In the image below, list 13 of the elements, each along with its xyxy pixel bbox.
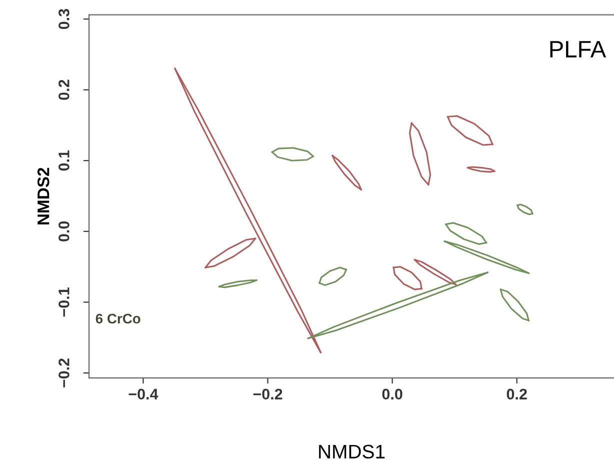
x-axis-title: NMDS1: [319, 444, 385, 459]
y-tick-label: 0.2: [58, 80, 70, 100]
y-tick-label: 0.0: [58, 221, 70, 242]
annotation: 6 CrCo: [96, 314, 140, 324]
y-axis-title: NMDS2: [37, 168, 50, 224]
x-tick-label: 0.0: [382, 388, 402, 400]
x-tick-label: −0.2: [253, 388, 282, 400]
x-tick-label: −0.4: [128, 388, 158, 400]
y-tick-label: 0.3: [58, 8, 70, 30]
y-tick-label: 0.1: [58, 150, 70, 171]
x-tick-label: 0.2: [506, 388, 527, 400]
annotation: PLFA: [550, 41, 606, 58]
y-tick-label: −0.1: [58, 288, 70, 317]
